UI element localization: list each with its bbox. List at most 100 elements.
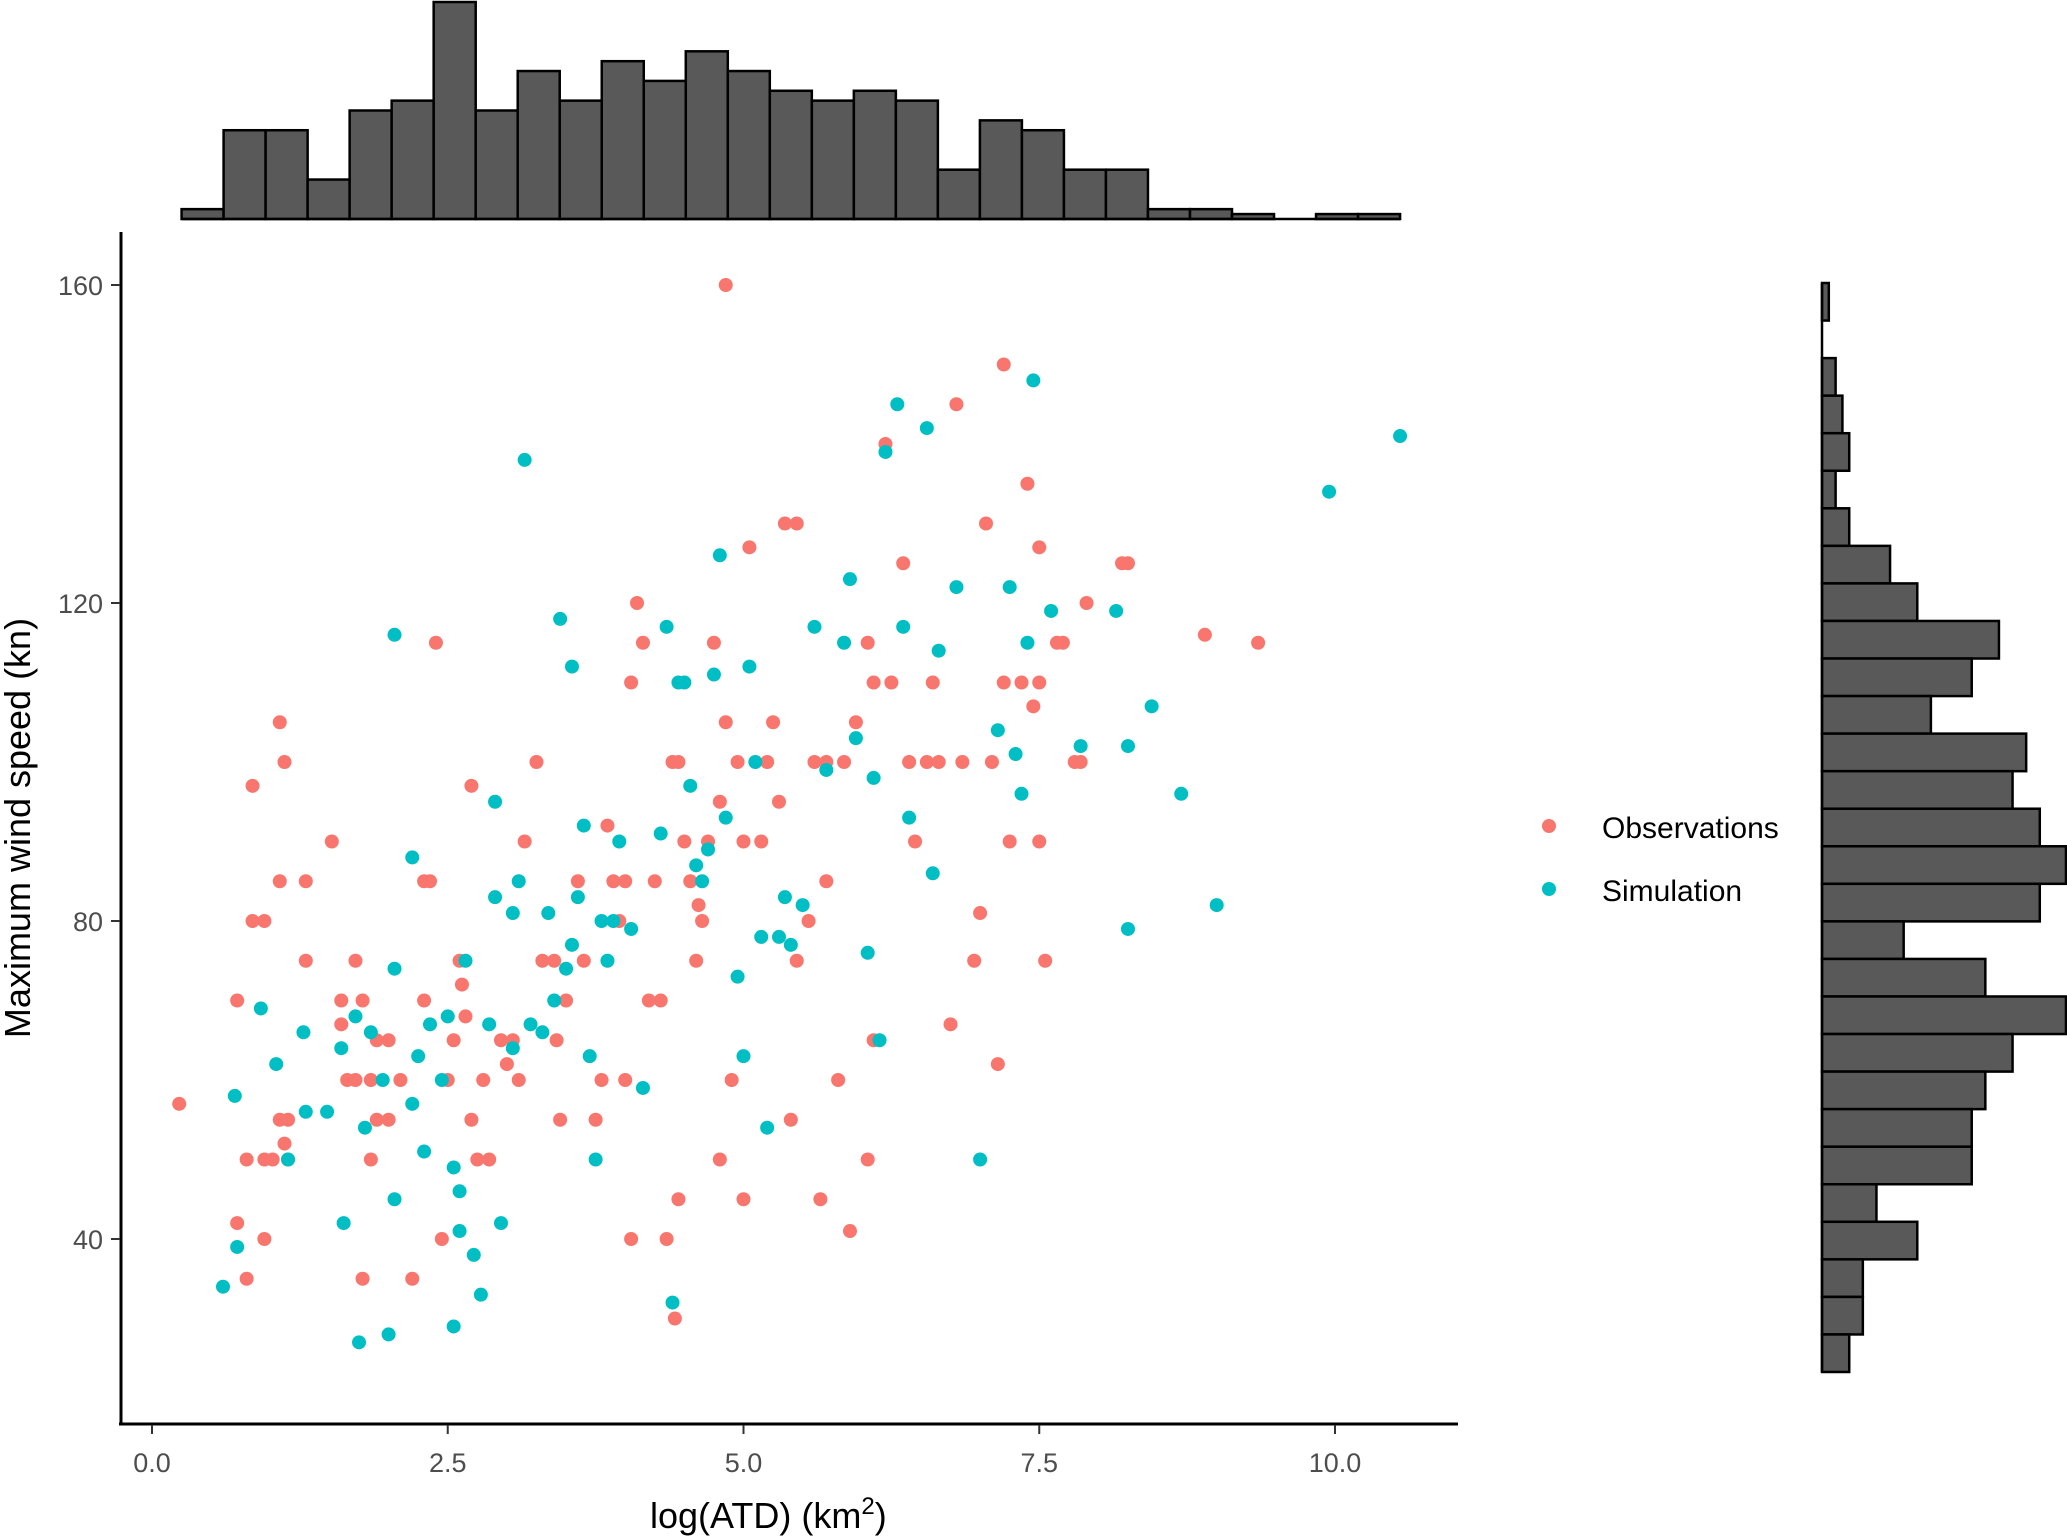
point-simulation [215, 1279, 230, 1294]
point-observations [807, 755, 822, 769]
point-observations [736, 1192, 751, 1207]
y-hist-bar [1820, 694, 1933, 735]
point-observations [324, 834, 339, 849]
point-simulation [760, 1120, 775, 1135]
x-hist-bar [432, 0, 477, 221]
point-observations [724, 1073, 739, 1087]
point-observations [277, 755, 292, 769]
point-simulation [387, 627, 402, 642]
y-hist-bar [1820, 920, 1905, 961]
x-tick-label: 0.0 [133, 1448, 171, 1478]
point-simulation [363, 1025, 378, 1040]
point-observations [363, 1073, 378, 1087]
point-simulation [736, 1049, 751, 1064]
y-hist-bar [1820, 1032, 2014, 1073]
point-observations [239, 1271, 254, 1286]
legend-label-observations: Observations [1602, 812, 1779, 845]
point-observations [272, 874, 287, 889]
x-axis-title-superscript: 2 [861, 1493, 874, 1520]
x-hist-bar [222, 128, 267, 221]
point-simulation [559, 961, 574, 976]
point-observations [943, 1017, 958, 1032]
point-observations [771, 794, 786, 809]
point-simulation [1026, 373, 1041, 388]
point-observations [973, 906, 988, 921]
point-simulation [600, 953, 615, 968]
y-tick-label: 120 [58, 589, 103, 619]
point-simulation [701, 842, 716, 857]
point-observations [641, 993, 656, 1008]
point-simulation [482, 1017, 497, 1032]
point-observations [860, 635, 875, 650]
point-observations [653, 993, 668, 1008]
point-observations [691, 898, 706, 913]
x-hist-bar [1146, 207, 1192, 221]
point-simulation [405, 850, 420, 865]
x-tick-label: 10.0 [1309, 1448, 1362, 1478]
point-observations [618, 874, 633, 889]
point-observations [801, 914, 816, 928]
point-observations [230, 1216, 245, 1231]
point-observations [334, 993, 349, 1008]
point-observations [896, 556, 911, 571]
point-observations [600, 818, 615, 833]
point-observations [848, 715, 863, 730]
point-observations [511, 1073, 526, 1087]
y-hist-bar [1820, 957, 1987, 998]
point-observations [594, 1073, 609, 1087]
point-observations [423, 874, 438, 889]
point-observations [671, 755, 686, 769]
point-simulation [990, 723, 1005, 738]
point-simulation [405, 1096, 420, 1111]
y-hist-bar [1820, 845, 2067, 886]
x-hist-bar [600, 59, 646, 221]
point-observations [955, 755, 970, 769]
point-simulation [440, 1009, 455, 1024]
point-simulation [488, 794, 503, 809]
point-simulation [807, 619, 822, 634]
x-marginal-histogram [180, 0, 1402, 221]
point-observations [984, 755, 999, 769]
y-hist-bar [1820, 1258, 1865, 1299]
point-simulation [842, 572, 857, 587]
point-observations [860, 1152, 875, 1167]
point-observations [712, 794, 727, 809]
x-hist-bar [894, 99, 940, 221]
point-simulation [742, 659, 757, 674]
point-observations [454, 977, 469, 992]
x-hist-bar [390, 99, 435, 221]
point-simulation [582, 1049, 597, 1064]
y-hist-bar [1820, 394, 1844, 435]
point-simulation [230, 1239, 245, 1254]
point-observations [813, 1192, 828, 1207]
point-simulation [748, 755, 763, 769]
point-observations [464, 1112, 479, 1127]
point-observations [667, 1311, 682, 1326]
point-observations [245, 914, 260, 928]
x-hist-bar [852, 89, 898, 221]
point-observations [837, 755, 852, 769]
point-simulation [473, 1287, 488, 1302]
point-observations [265, 1152, 280, 1167]
x-hist-bar [642, 79, 688, 221]
point-observations [949, 397, 964, 412]
point-simulation [878, 444, 893, 459]
point-simulation [1014, 786, 1029, 801]
point-simulation [635, 1080, 650, 1095]
point-simulation [511, 874, 526, 889]
point-simulation [336, 1216, 351, 1231]
point-observations [529, 755, 544, 769]
x-hist-bar [1188, 207, 1234, 221]
point-simulation [547, 993, 562, 1008]
point-simulation [553, 611, 568, 626]
x-hist-bar [978, 119, 1024, 221]
point-simulation [866, 770, 881, 785]
x-hist-bar [348, 109, 393, 221]
scatter-points [172, 278, 1408, 1350]
point-simulation [458, 953, 473, 968]
point-observations [348, 953, 363, 968]
point-simulation [1020, 635, 1035, 650]
point-observations [1197, 627, 1212, 642]
point-observations [1251, 635, 1266, 650]
point-simulation [1209, 898, 1224, 913]
